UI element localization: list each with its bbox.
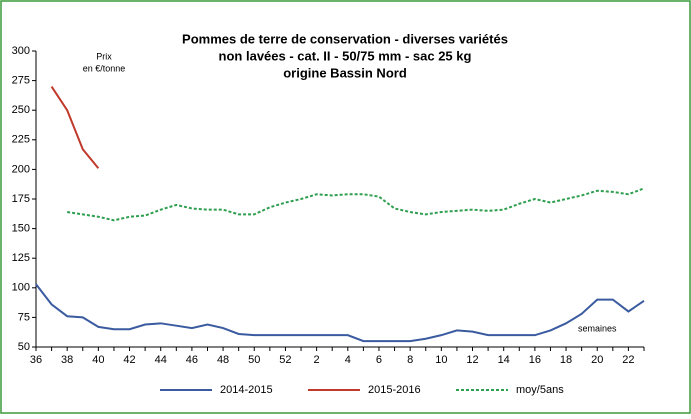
x-tick-label: 12	[466, 354, 478, 366]
y-axis-label: en €/tonne	[83, 63, 126, 73]
legend-label: moy/5ans	[516, 384, 564, 396]
x-tick-label: 14	[498, 354, 510, 366]
x-tick-label: 6	[376, 354, 382, 366]
x-tick-label: 4	[345, 354, 351, 366]
y-axis-label: Prix	[96, 51, 112, 61]
y-tick-label: 300	[12, 45, 30, 57]
x-tick-label: 2	[314, 354, 320, 366]
x-tick-label: 10	[435, 354, 447, 366]
y-tick-label: 250	[12, 104, 30, 116]
y-tick-label: 225	[12, 134, 30, 146]
chart-title: non lavées - cat. II - 50/75 mm - sac 25…	[219, 48, 472, 63]
series-line	[50, 85, 100, 169]
y-tick-label: 275	[12, 75, 30, 87]
x-tick-label: 20	[591, 354, 603, 366]
y-tick-label: 125	[12, 252, 30, 264]
y-tick-label: 100	[12, 282, 30, 294]
x-tick-label: 22	[622, 354, 634, 366]
legend-label: 2015-2016	[368, 384, 421, 396]
x-tick-label: 38	[61, 354, 73, 366]
x-tick-label: 44	[155, 354, 167, 366]
x-tick-label: 50	[248, 354, 260, 366]
y-tick-label: 200	[12, 163, 30, 175]
x-tick-label: 16	[529, 354, 541, 366]
annotation: semaines	[578, 323, 617, 333]
x-tick-label: 8	[407, 354, 413, 366]
x-tick-label: 46	[186, 354, 198, 366]
x-tick-label: 18	[560, 354, 572, 366]
x-tick-label: 52	[279, 354, 291, 366]
x-tick-label: 40	[92, 354, 104, 366]
legend-label: 2014-2015	[220, 384, 273, 396]
series-line	[67, 187, 645, 222]
x-tick-label: 42	[123, 354, 135, 366]
y-tick-label: 175	[12, 193, 30, 205]
y-tick-label: 150	[12, 223, 30, 235]
chart-title: Pommes de terre de conservation - divers…	[182, 31, 508, 46]
y-tick-label: 50	[18, 341, 30, 353]
chart-title: origine Bassin Nord	[283, 65, 407, 80]
x-tick-label: 48	[217, 354, 229, 366]
series-line	[35, 283, 645, 343]
y-tick-label: 75	[18, 311, 30, 323]
x-tick-label: 36	[30, 354, 42, 366]
